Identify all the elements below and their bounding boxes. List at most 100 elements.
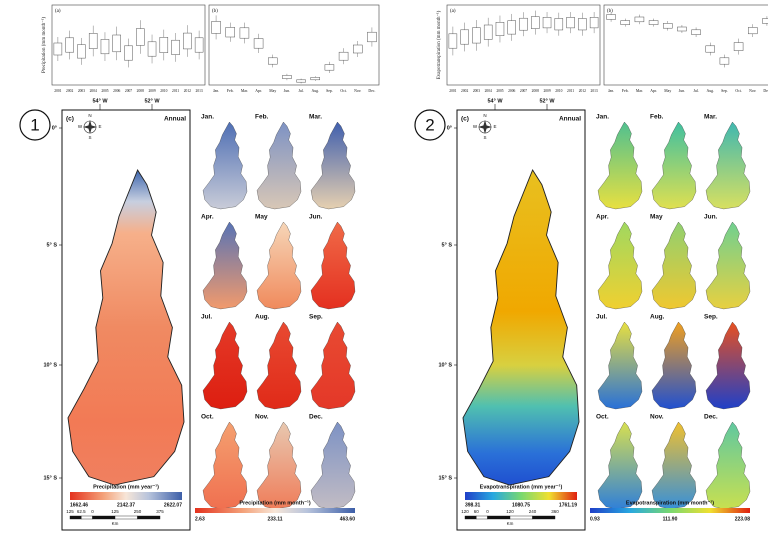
latitude-label: 0° [447,125,452,131]
x-tick-label: Nov. [354,89,361,93]
compass-letter: E [98,124,101,129]
x-tick-label: 2011 [567,89,574,93]
x-tick-label: 2005 [496,89,503,93]
monthly-map [597,421,643,510]
legend-tick-label: 2622.07 [164,502,182,508]
box [65,37,74,53]
x-tick-label: Feb. [622,89,629,93]
month-label: Jun. [309,214,323,221]
box [100,39,110,55]
box [88,33,98,49]
x-tick-label: 2010 [160,89,167,93]
panel-label: (b) [607,9,613,14]
monthly-map [256,121,302,210]
month-label: Jun. [704,214,718,221]
box [460,29,469,45]
month-label: Feb. [650,114,664,121]
box [531,16,540,29]
boxplot-frame [208,4,380,86]
monthly-map [202,421,248,510]
box [268,57,278,65]
x-tick-label: 2009 [148,89,155,93]
legend-tick-label: 2.63 [195,516,205,522]
box [310,77,320,81]
panel-number-circle [19,109,51,141]
compass-letter: N [483,113,486,118]
scale-segment [69,515,82,520]
month-label: Jul. [201,314,212,321]
x-tick-label: Jun. [284,89,290,93]
scale-segment [92,515,116,520]
x-tick-label: 2007 [125,89,132,93]
map-label: (c) [66,116,74,123]
x-tick-label: Jan. [213,89,219,93]
x-tick-label: 2010 [555,89,562,93]
box [733,42,744,51]
monthly-map [705,421,751,510]
box [338,51,349,61]
month-label: Mar. [309,114,322,121]
x-tick-label: May [664,89,671,93]
map-title: Annual [559,116,581,123]
box [677,26,687,32]
monthly-map [705,221,751,310]
x-tick-label: 2002 [66,89,73,93]
month-label: Oct. [596,414,609,421]
scale-label: 120 [506,509,514,514]
x-tick-label: 2011 [172,89,179,93]
box [296,79,306,83]
y-axis-label: Precipitation (mm month⁻¹) [41,17,47,73]
box [620,20,630,25]
compass-letter: E [493,124,496,129]
box [253,38,264,49]
box [367,31,377,43]
month-label: Apr. [201,214,214,221]
x-tick-label: Sep. [326,89,333,93]
box [225,27,235,38]
monthly-map [651,421,697,510]
scale-segment [114,515,138,520]
box [124,45,133,61]
x-tick-label: Aug. [312,89,320,93]
scale-label: 0 [486,509,489,514]
monthly-map [597,321,643,410]
month-label: May [650,214,663,221]
box [183,32,192,50]
legend-tick-label: 0.93 [590,516,600,522]
x-tick-label: Jan. [608,89,614,93]
month-label: Nov. [255,414,269,421]
legend-tick-label: 233.11 [267,516,282,522]
month-label: Mar. [704,114,717,121]
legend-title: Precipitation (mm year⁻¹) [93,483,159,490]
legend-colorbar [70,492,182,500]
x-tick-label: Mar. [636,89,643,93]
x-tick-label: 2008 [532,89,539,93]
scale-segment [509,515,533,520]
x-tick-label: May [269,89,276,93]
longitude-label: 52° W [144,98,160,104]
x-tick-label: Mar. [241,89,248,93]
longitude-label: 54° W [92,98,108,104]
month-label: Nov. [650,414,664,421]
x-tick-label: 2012 [579,89,586,93]
x-tick-label: Dec. [763,89,768,93]
x-tick-label: Nov. [749,89,756,93]
legend-colorbar [195,508,355,513]
compass-rose [478,120,492,134]
month-label: Jul. [596,314,607,321]
box [136,28,145,46]
x-tick-label: 2006 [508,89,515,93]
monthly-map [597,221,643,310]
legend-tick-label: 463.60 [340,516,356,522]
monthly-map [310,221,356,310]
monthly-map [705,321,751,410]
panel-label: (a) [55,9,61,14]
monthly-map [597,121,643,210]
monthly-map [256,421,302,510]
month-label: Sep. [309,314,323,321]
monthly-map [651,221,697,310]
compass-letter: N [88,113,91,118]
x-tick-label: Jul. [298,89,303,93]
month-label: Aug. [650,314,665,321]
